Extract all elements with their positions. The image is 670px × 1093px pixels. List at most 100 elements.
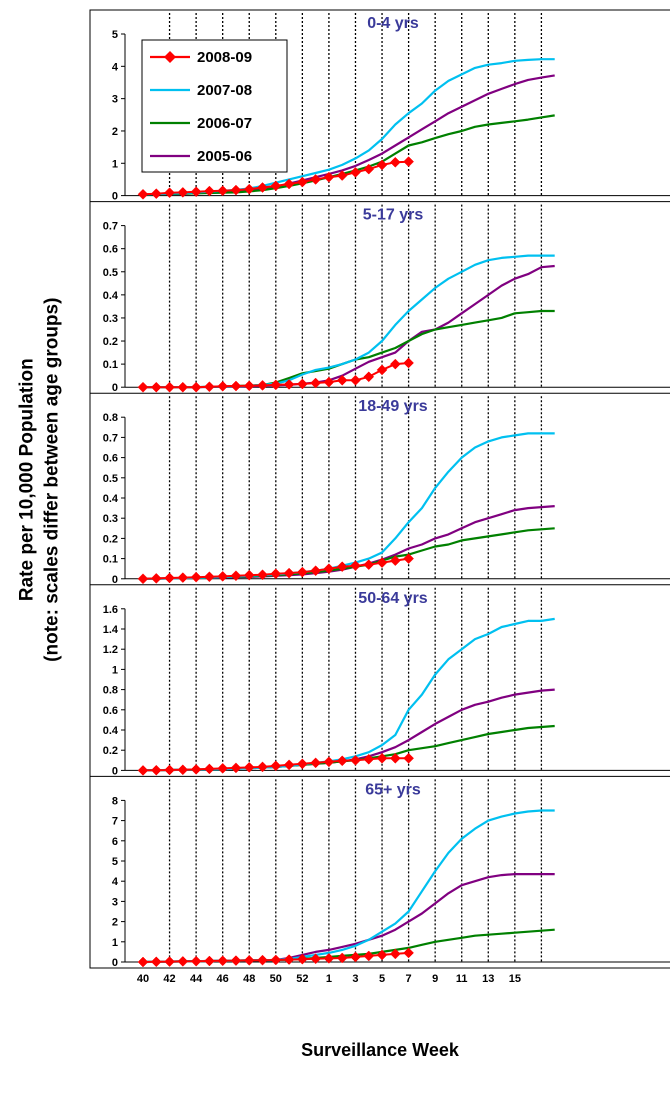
legend: 2008-09 2007-08 2006-07 2005-06 [141, 39, 288, 173]
point-2008-09 [217, 571, 229, 582]
figure-frame [89, 9, 670, 969]
point-2008-09 [389, 752, 401, 764]
y-tick-label: 0 [112, 382, 118, 394]
point-2008-09 [190, 764, 202, 775]
panel-1: 0 1 2 3 4 5 0-4 yrs [112, 13, 670, 203]
x-tick-label: 11 [456, 973, 468, 985]
point-2008-09 [283, 954, 295, 965]
point-2008-09 [137, 573, 149, 585]
point-2008-09 [323, 563, 335, 575]
y-tick-label: 0.6 [103, 244, 118, 256]
point-2008-09 [323, 376, 335, 388]
legend-label-2006-07: 2006-07 [197, 115, 252, 132]
y-tick-label: 3 [112, 896, 118, 908]
point-2008-09 [270, 760, 282, 772]
point-2008-09 [257, 954, 268, 966]
point-2008-09 [389, 555, 401, 566]
point-2008-09 [230, 380, 242, 392]
point-2008-09 [137, 765, 149, 776]
point-2008-09 [243, 183, 255, 195]
point-2008-09 [283, 379, 295, 390]
point-2008-09 [177, 572, 189, 583]
point-2008-09 [164, 956, 175, 967]
point-2008-09 [336, 755, 348, 767]
y-tick-label: 1 [112, 158, 118, 170]
point-2008-09 [204, 955, 215, 967]
point-2008-09 [350, 166, 361, 178]
point-2008-09 [350, 754, 361, 766]
y-tick-label: 0 [112, 574, 118, 586]
point-2008-09 [376, 752, 388, 764]
point-2008-09 [270, 568, 282, 580]
point-2008-09 [403, 947, 414, 959]
point-2008-09 [230, 570, 242, 582]
point-2008-09 [204, 185, 215, 197]
panel-title: 50-64 yrs [358, 590, 427, 607]
series-line-2007-08 [143, 254, 555, 389]
x-tick-label: 44 [190, 973, 203, 985]
y-tick-label: 0.5 [103, 267, 118, 279]
x-tick-label: 15 [509, 973, 521, 985]
point-2008-09 [336, 170, 348, 181]
point-2008-09 [230, 955, 242, 966]
panel-title: 18-49 yrs [358, 398, 427, 415]
point-2008-09 [376, 557, 388, 568]
point-2008-09 [177, 187, 189, 198]
y-tick-label: 1.4 [103, 624, 119, 636]
point-2008-09 [297, 378, 308, 390]
legend-marker-diamond [164, 51, 176, 63]
point-2008-09 [243, 380, 255, 392]
point-2008-09 [190, 381, 202, 393]
point-2008-09 [323, 756, 335, 768]
panel-5: 0 1 2 3 4 5 6 7 8 65+ yrs [90, 775, 670, 969]
legend-label-2008-09: 2008-09 [197, 49, 252, 66]
point-2008-09 [190, 571, 202, 583]
y-tick-label: 0.7 [103, 221, 118, 233]
point-2008-09 [310, 953, 321, 965]
panel-title: 65+ yrs [365, 781, 421, 798]
series-line-2007-08 [142, 432, 555, 580]
point-2008-09 [150, 573, 162, 584]
y-tick-label: 0.4 [103, 493, 119, 505]
y-tick-label: 4 [112, 61, 119, 73]
point-2008-09 [363, 950, 375, 962]
series-line-2005-06 [143, 264, 555, 389]
point-2008-09 [363, 753, 375, 765]
point-2008-09 [403, 752, 414, 764]
x-tick-label: 46 [217, 973, 229, 985]
panel-title: 5-17 yrs [363, 207, 424, 224]
legend-label-2005-06: 2005-06 [197, 148, 252, 165]
point-2008-09 [389, 156, 401, 168]
series-line-2006-07 [142, 724, 555, 772]
point-2008-09 [403, 553, 414, 564]
point-2008-09 [257, 379, 268, 391]
point-2008-09 [217, 763, 229, 774]
y-tick-label: 0.2 [103, 745, 118, 757]
point-2008-09 [297, 758, 308, 770]
point-2008-09 [376, 159, 388, 171]
y-tick-label: 1.6 [103, 604, 118, 616]
point-2008-09 [150, 764, 162, 776]
point-2008-09 [363, 559, 375, 571]
panel-2: 0 0.1 0.2 0.3 0.4 0.5 0.6 0.7 5-17 yrs [90, 201, 670, 394]
y-tick-label: 0.3 [103, 313, 118, 325]
point-2008-09 [297, 566, 308, 578]
point-2008-09 [350, 951, 361, 963]
point-2008-09 [270, 954, 282, 966]
y-tick-label: 2 [112, 126, 118, 138]
y-tick-label: 0.7 [103, 432, 118, 444]
point-2008-09 [310, 757, 321, 769]
y-tick-label: 0.6 [103, 705, 118, 717]
y-tick-label: 0 [112, 765, 118, 777]
point-2008-09 [230, 762, 242, 774]
x-tick-label: 52 [296, 973, 308, 985]
x-tick-label: 40 [137, 973, 149, 985]
point-2008-09 [389, 948, 401, 960]
y-tick-label: 8 [112, 795, 118, 807]
x-axis-title: Surveillance Week [301, 1040, 459, 1060]
point-2008-09 [164, 187, 175, 199]
y-tick-label: 0.5 [103, 473, 118, 485]
point-2008-09 [270, 180, 282, 192]
point-2008-09 [363, 371, 375, 383]
x-tick-label: 48 [243, 973, 255, 985]
